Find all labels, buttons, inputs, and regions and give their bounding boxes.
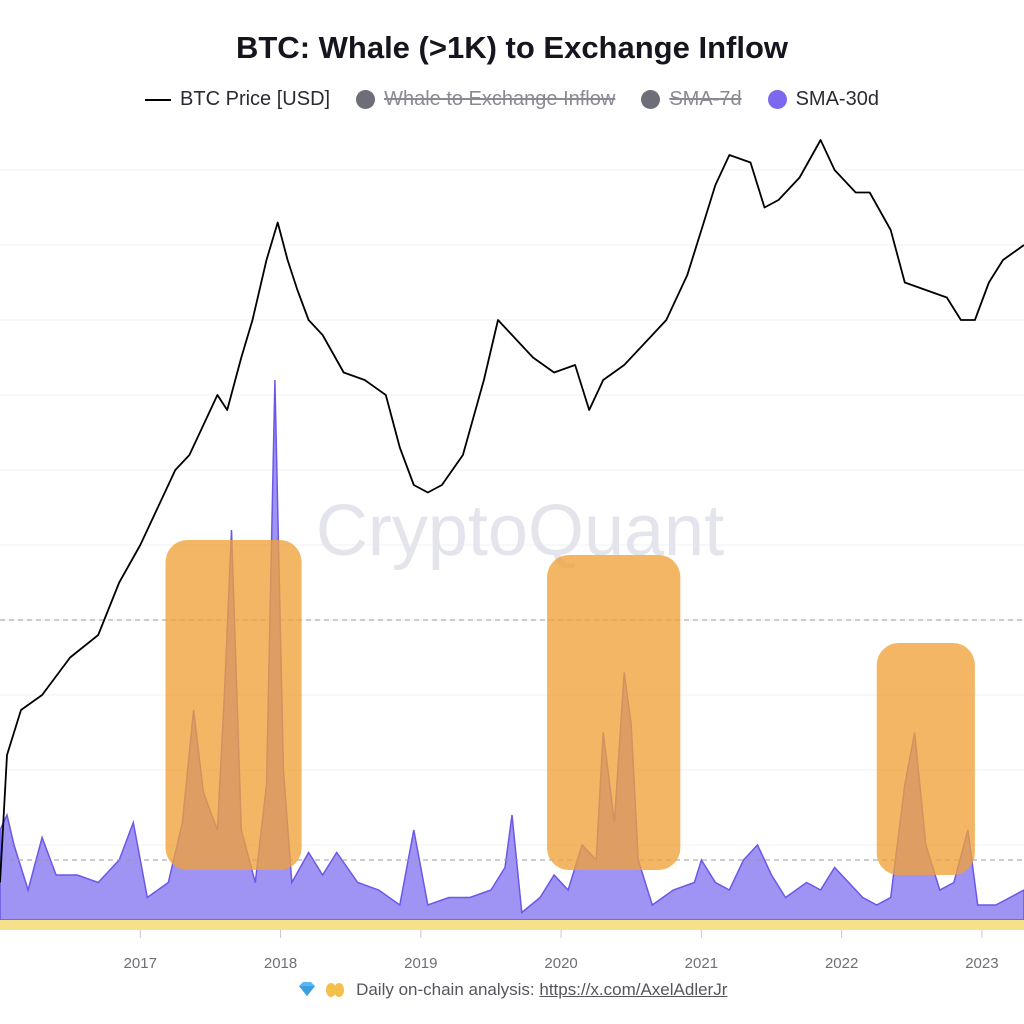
highlight-region <box>165 540 302 870</box>
x-tick-label: 2017 <box>124 955 157 972</box>
legend-label-btc_price: BTC Price [USD] <box>180 88 331 110</box>
legend: BTC Price [USD] Whale to Exchange Inflow S… <box>0 88 1024 111</box>
diamond-hands-icon <box>297 981 317 997</box>
x-tick-label: 2020 <box>544 955 577 972</box>
footer: Daily on-chain analysis: https://x.com/A… <box>0 980 1024 1000</box>
legend-item-btc_price[interactable]: BTC Price [USD] <box>145 88 330 111</box>
legend-item-sma30[interactable]: SMA-30d <box>767 88 879 111</box>
x-tick-label: 2019 <box>404 955 437 972</box>
legend-item-inflow[interactable]: Whale to Exchange Inflow <box>356 88 615 111</box>
legend-label-sma7: SMA-7d <box>669 88 742 110</box>
btc-price-line <box>0 139 1024 883</box>
legend-item-sma7[interactable]: SMA-7d <box>641 88 742 111</box>
legend-label-sma30: SMA-30d <box>795 88 879 110</box>
x-tick-label: 2021 <box>685 955 718 972</box>
chart-title: BTC: Whale (>1K) to Exchange Inflow <box>235 30 788 65</box>
legend-label-inflow: Whale to Exchange Inflow <box>384 88 616 110</box>
highlight-region <box>876 643 975 875</box>
legend-marker-btc_price <box>145 98 172 101</box>
x-tick-label: 2023 <box>965 955 998 972</box>
highlight-region <box>547 555 681 870</box>
x-tick-label: 2022 <box>825 955 858 972</box>
footer-link[interactable]: https://x.com/AxelAdlerJr <box>539 980 728 999</box>
footer-text: Daily on-chain analysis: <box>356 980 540 999</box>
raised-hands-icon <box>325 981 345 997</box>
sma30-area <box>0 379 1024 921</box>
x-axis-band <box>0 920 1024 930</box>
x-tick-label: 2018 <box>264 955 297 972</box>
legend-marker-sma7 <box>641 90 661 109</box>
legend-marker-sma30 <box>767 90 787 109</box>
legend-marker-inflow <box>356 90 376 109</box>
